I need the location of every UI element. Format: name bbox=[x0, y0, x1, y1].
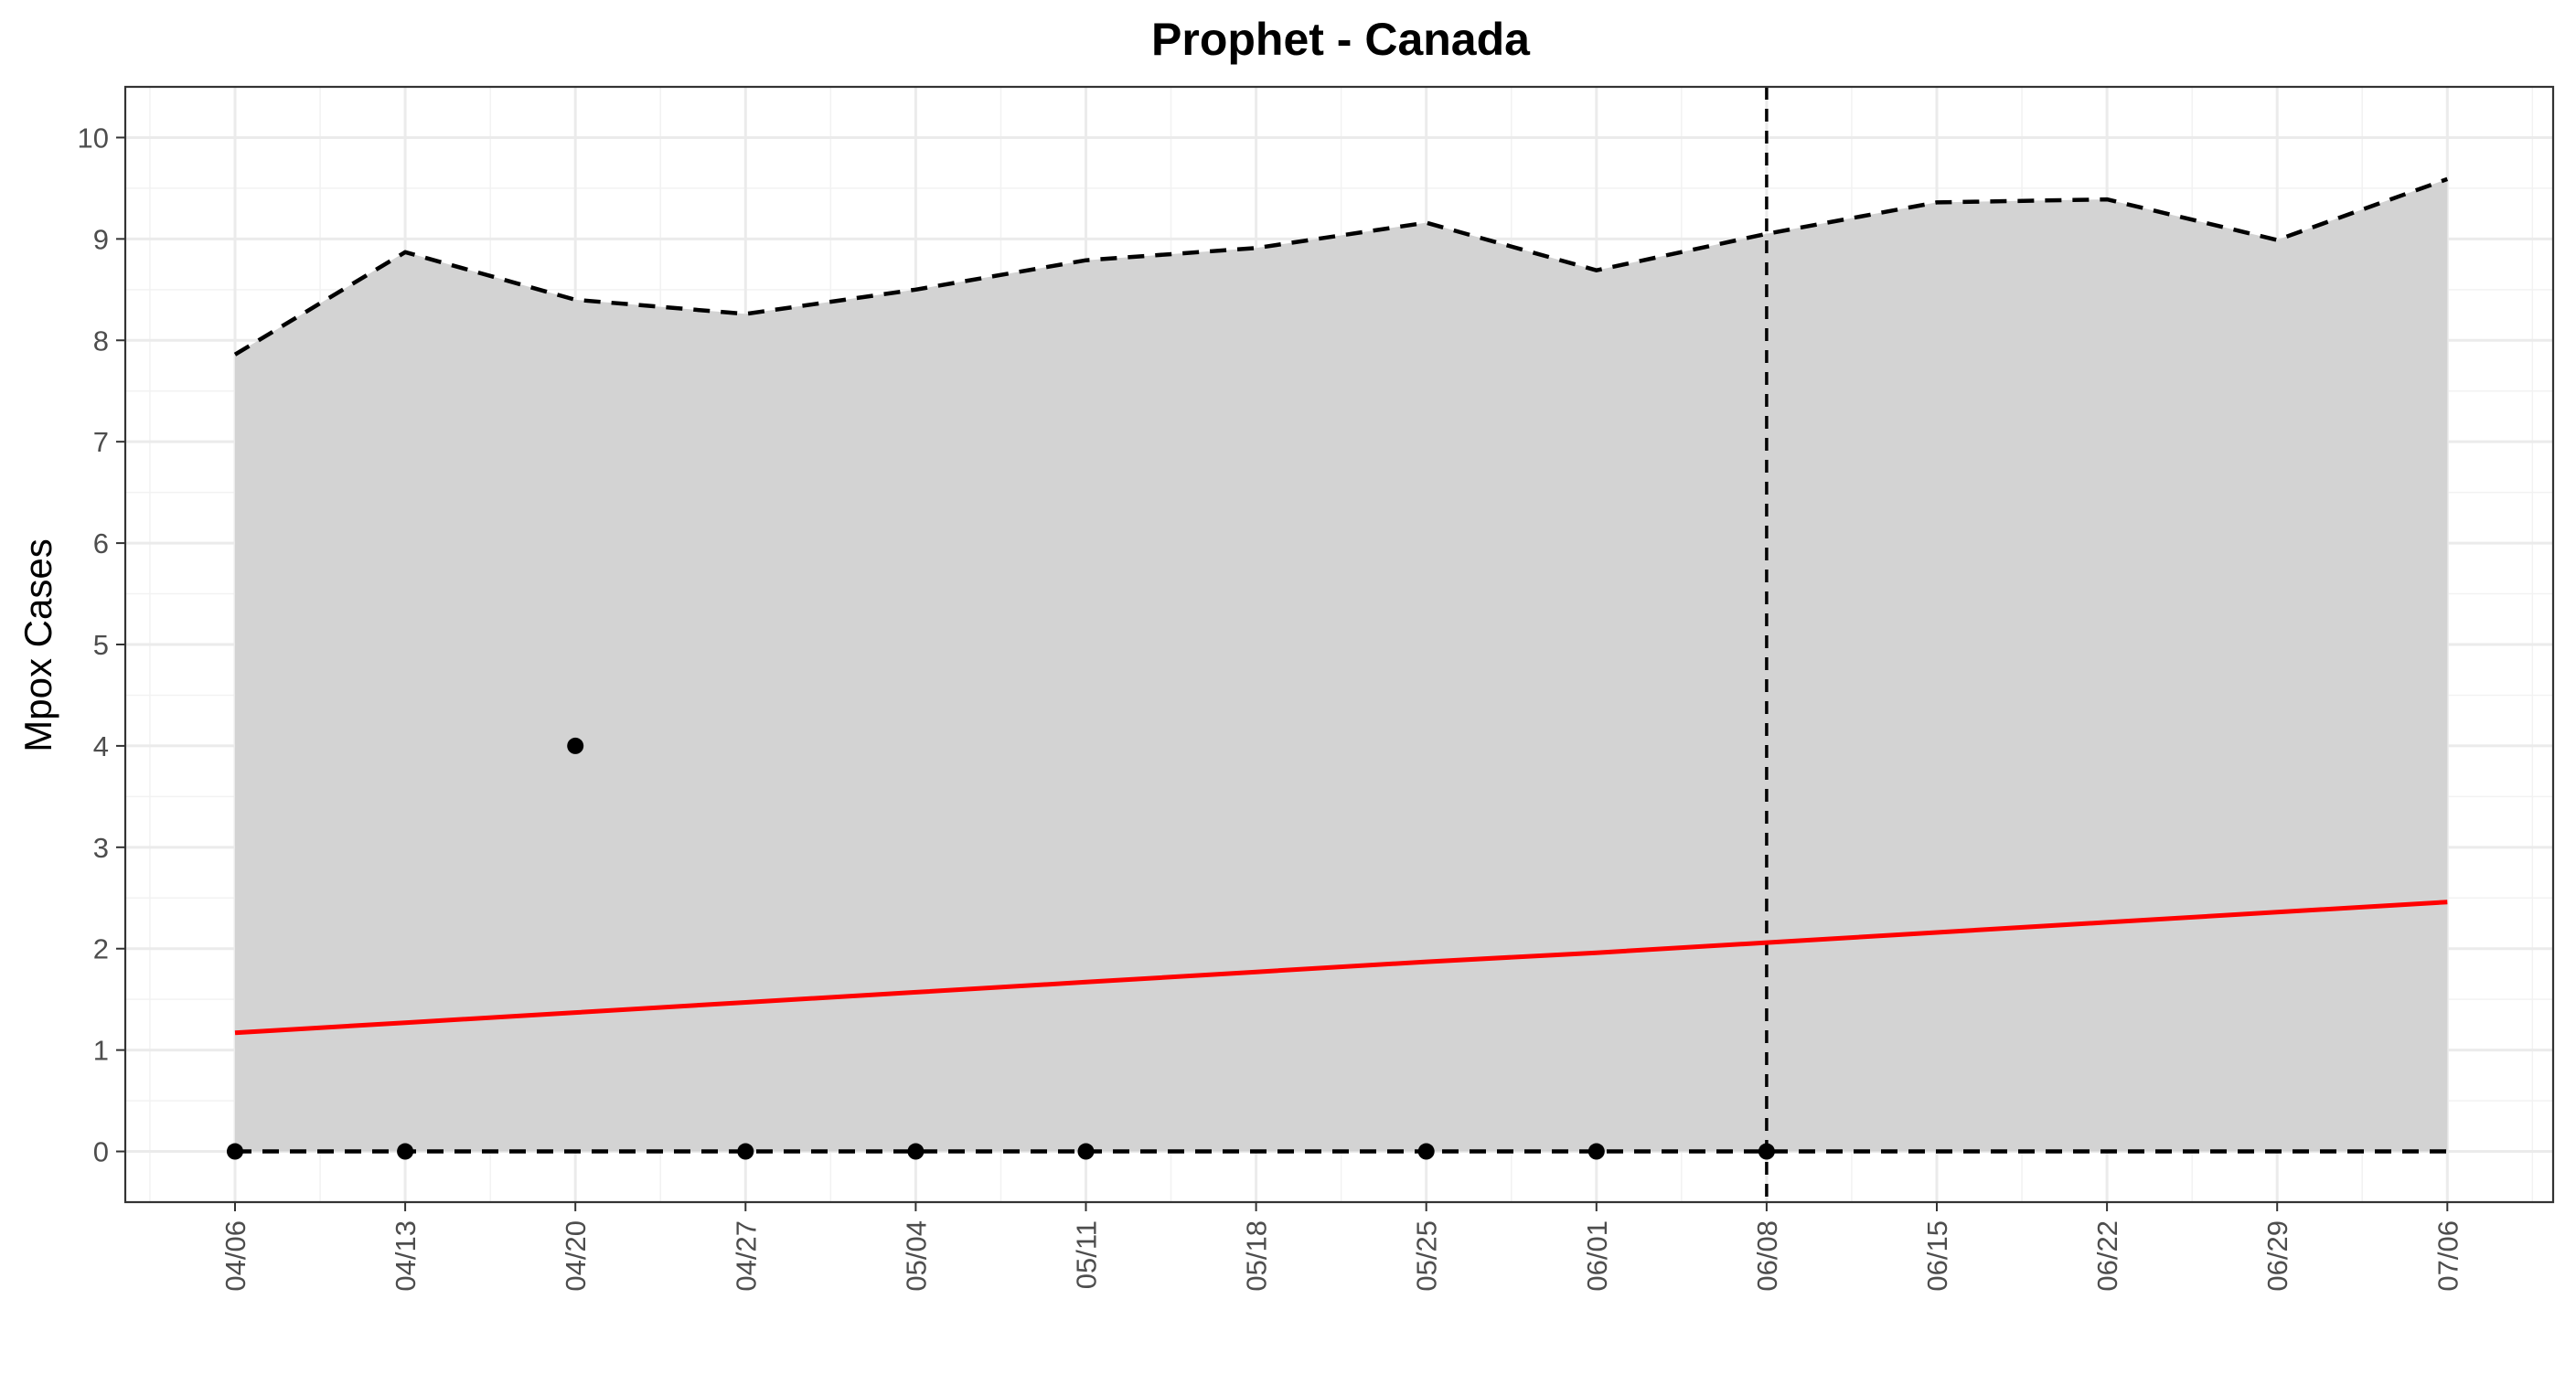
observed-point bbox=[1758, 1143, 1775, 1160]
observed-points bbox=[227, 737, 1775, 1160]
series-lines bbox=[233, 87, 2449, 1202]
y-tick-label: 4 bbox=[93, 730, 109, 762]
x-tick-label: 05/18 bbox=[1241, 1220, 1273, 1292]
x-tick-label: 06/01 bbox=[1581, 1220, 1613, 1292]
x-tick-label: 06/22 bbox=[2091, 1220, 2123, 1292]
y-tick-label: 0 bbox=[93, 1136, 109, 1168]
observed-point bbox=[227, 1143, 243, 1160]
prediction-band bbox=[235, 178, 2448, 1152]
y-tick-label: 1 bbox=[93, 1035, 109, 1067]
x-tick-label: 05/25 bbox=[1411, 1220, 1443, 1292]
prediction-interval bbox=[235, 178, 2448, 1152]
observed-point bbox=[1417, 1143, 1435, 1160]
observed-point bbox=[567, 737, 584, 754]
y-tick-label: 6 bbox=[93, 527, 109, 559]
observed-point bbox=[1077, 1143, 1095, 1160]
x-tick-label: 05/04 bbox=[900, 1220, 932, 1292]
observed-point bbox=[1587, 1143, 1605, 1160]
x-tick-label: 05/11 bbox=[1071, 1220, 1103, 1289]
chart-title: Prophet - Canada bbox=[1151, 14, 1531, 65]
forecast-line bbox=[234, 900, 2448, 1036]
x-tick-label: 07/06 bbox=[2432, 1220, 2464, 1292]
y-tick-label: 10 bbox=[78, 122, 109, 154]
x-tick-label: 04/06 bbox=[219, 1220, 251, 1292]
y-tick-label: 8 bbox=[93, 325, 109, 357]
x-tick-label: 06/29 bbox=[2261, 1220, 2293, 1292]
axes: 0 1 2 3 4 5 6 7 8 9 10 04/06 04/13 04/20 04/27 05/04 05/… bbox=[78, 85, 2555, 1292]
observed-point bbox=[397, 1143, 414, 1160]
y-tick-label: 2 bbox=[93, 933, 109, 965]
x-tick-label: 04/20 bbox=[560, 1220, 592, 1292]
x-tick-label: 04/13 bbox=[390, 1220, 422, 1292]
y-tick-label: 9 bbox=[93, 223, 109, 255]
observed-point bbox=[737, 1143, 754, 1160]
upper_bound-line bbox=[233, 176, 2449, 357]
x-tick-label: 04/27 bbox=[730, 1220, 762, 1292]
x-tick-label: 06/15 bbox=[1921, 1220, 1953, 1292]
y-tick-label: 3 bbox=[93, 832, 109, 864]
observed-point bbox=[907, 1143, 925, 1160]
y-tick-label: 5 bbox=[93, 629, 109, 661]
y-axis-label: Mpox Cases bbox=[16, 538, 59, 751]
y-tick-label: 7 bbox=[93, 426, 109, 458]
x-tick-label: 06/08 bbox=[1751, 1220, 1783, 1292]
